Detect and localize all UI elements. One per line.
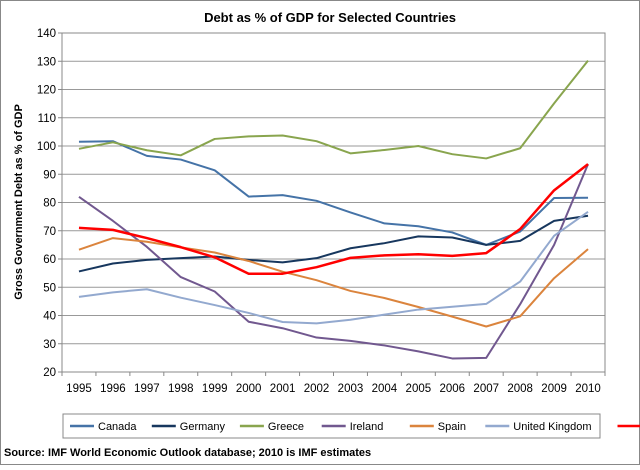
- source-note: Source: IMF World Economic Outlook datab…: [4, 447, 371, 459]
- x-tick-label: 1999: [202, 383, 228, 395]
- legend-label: Germany: [180, 421, 226, 433]
- x-tick-label: 2001: [270, 383, 296, 395]
- x-tick-label: 2007: [473, 383, 499, 395]
- series-line-germany: [78, 214, 589, 273]
- x-tick-label: 1995: [66, 383, 92, 395]
- y-tick-label: 40: [43, 311, 56, 323]
- series-line-canada: [78, 140, 589, 246]
- y-tick-label: 80: [43, 198, 56, 210]
- series-line-united-states: [78, 163, 589, 275]
- y-tick-label: 60: [43, 254, 56, 266]
- x-tick-label: 2004: [372, 383, 398, 395]
- series-line-united-kingdom: [78, 211, 589, 325]
- legend-label: Ireland: [350, 421, 384, 433]
- x-tick-label: 2003: [338, 383, 364, 395]
- y-tick-label: 30: [43, 339, 56, 351]
- x-tick-label: 2008: [507, 383, 533, 395]
- chart-title: Debt as % of GDP for Selected Countries: [204, 10, 456, 25]
- x-tick-label: 1998: [168, 383, 194, 395]
- x-tick-label: 2010: [575, 383, 601, 395]
- y-tick-label: 120: [37, 85, 56, 97]
- x-tick-label: 1996: [100, 383, 126, 395]
- x-tick-label: 1997: [134, 383, 160, 395]
- y-tick-label: 90: [43, 169, 56, 181]
- series-line-ireland: [78, 163, 589, 360]
- y-tick-label: 20: [43, 367, 56, 379]
- x-tick-label: 2000: [236, 383, 262, 395]
- y-tick-label: 100: [37, 141, 56, 153]
- y-tick-label: 110: [38, 113, 56, 125]
- legend-label: Canada: [98, 421, 137, 433]
- legend-label: Spain: [438, 421, 466, 433]
- series-line-spain: [78, 237, 589, 328]
- x-tick-label: 2002: [304, 383, 330, 395]
- y-tick-label: 50: [43, 282, 56, 294]
- y-tick-label: 130: [37, 56, 56, 68]
- series-line-greece: [78, 60, 589, 160]
- legend-label: United Kingdom: [513, 421, 591, 433]
- x-tick-label: 2005: [406, 383, 432, 395]
- legend-label: Greece: [268, 421, 304, 433]
- x-tick-label: 2009: [541, 383, 567, 395]
- y-tick-label: 140: [37, 28, 56, 40]
- y-axis-label: Gross Government Debt as % of GDP: [13, 104, 25, 300]
- y-tick-label: 70: [43, 226, 56, 238]
- x-tick-label: 2006: [439, 383, 465, 395]
